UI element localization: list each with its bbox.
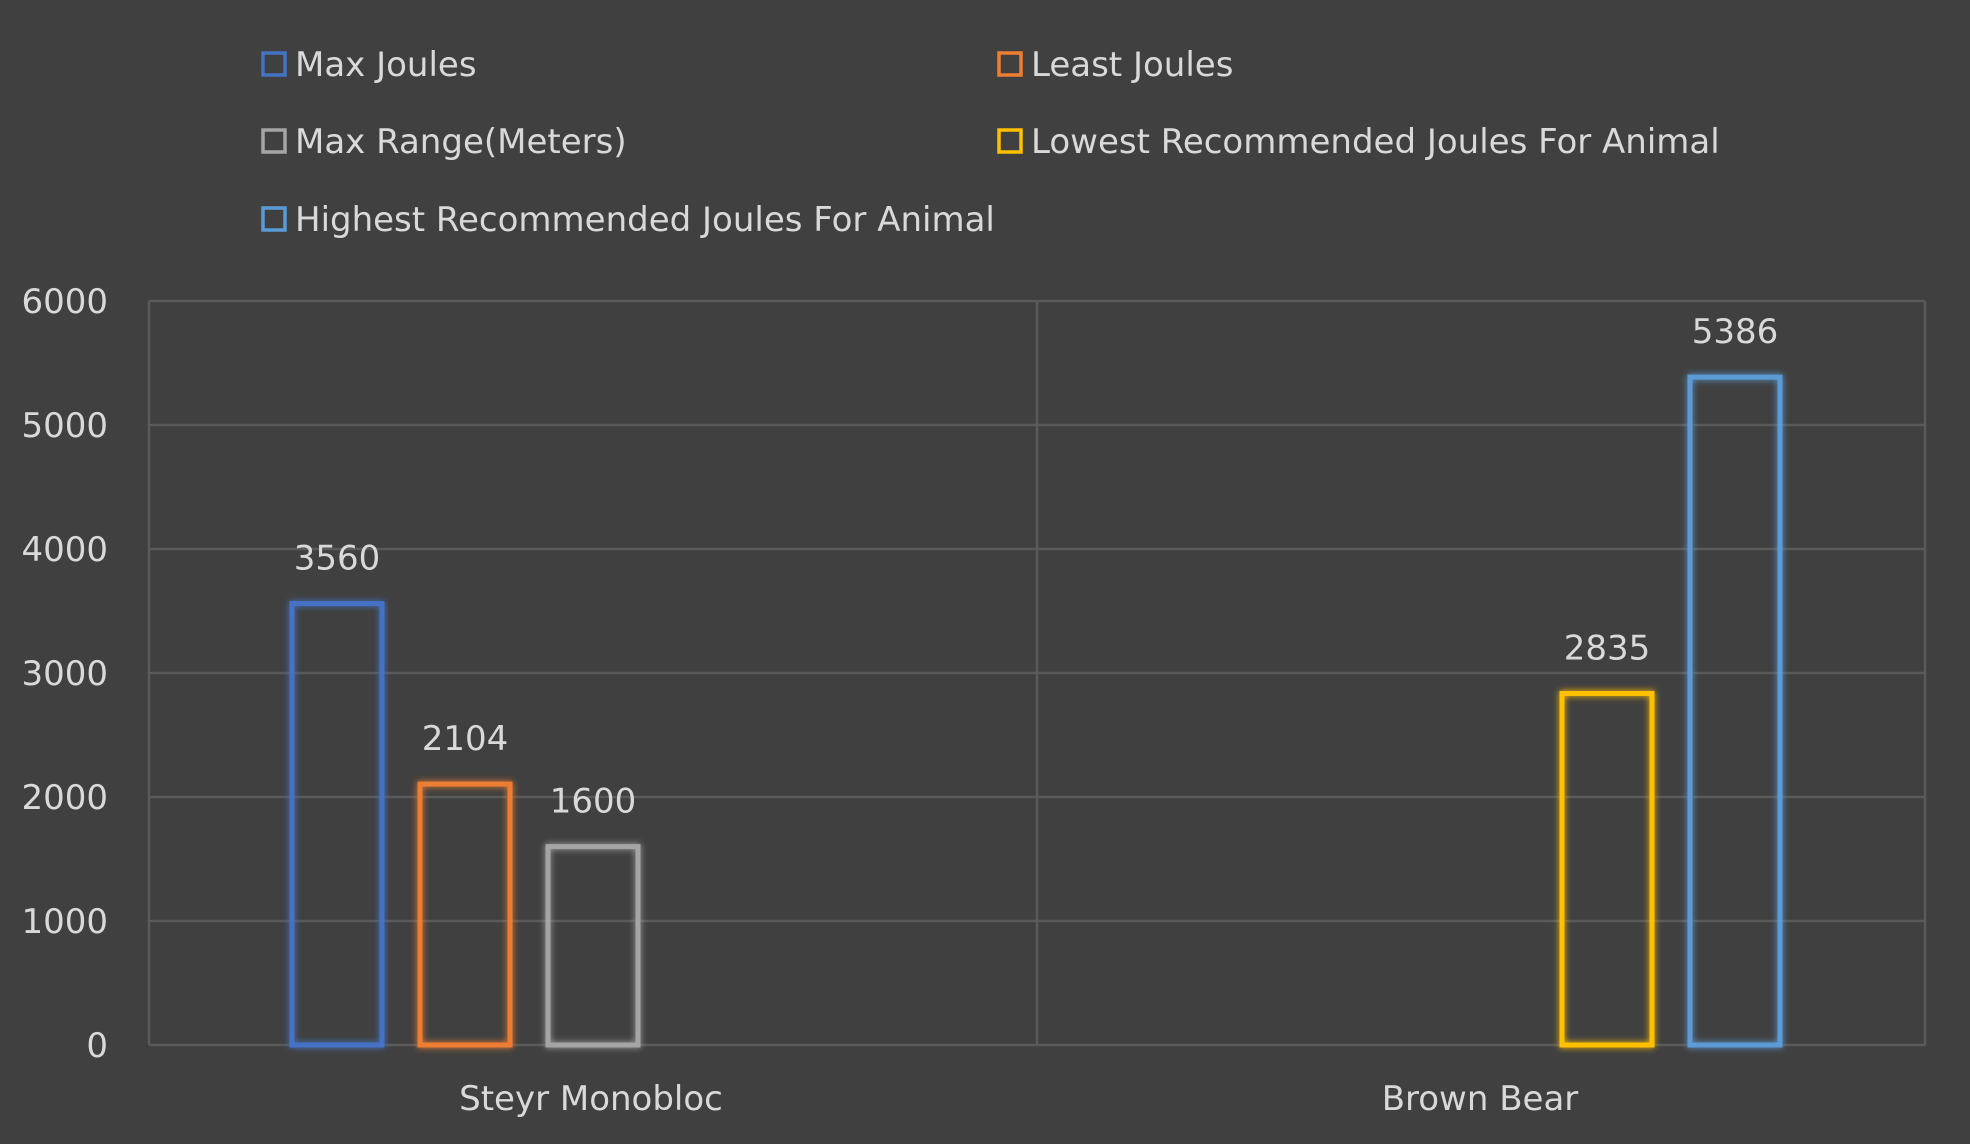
legend-item-max-range-meters: Max Range(Meters) [261, 122, 627, 162]
bar-steyr-monobloc-max-range-meters [545, 844, 641, 1048]
y-tick-label-6000: 6000 [21, 282, 108, 322]
legend-swatch-least-joules [997, 51, 1023, 77]
y-tick-label-3000: 3000 [21, 654, 108, 694]
legend-item-max-joules: Max Joules [261, 45, 477, 85]
legend-label-highest-recommended-joules-for-animal: Highest Recommended Joules For Animal [295, 200, 995, 240]
legend-swatch-highest-recommended-joules-for-animal [261, 206, 287, 232]
y-axis: 0 1000 2000 3000 4000 5000 6000 [21, 282, 108, 1066]
bars [289, 374, 1783, 1048]
y-tick-label-1000: 1000 [21, 902, 108, 942]
legend: Max Joules Least Joules Max Range(Meters) L… [261, 45, 1720, 240]
bar-brown-bear-lowest-recommended-joules-for-animal [1559, 690, 1655, 1048]
legend-swatch-max-range-meters [261, 128, 287, 154]
legend-label-lowest-recommended-joules-for-animal: Lowest Recommended Joules For Animal [1031, 122, 1720, 162]
bar-steyr-monobloc-least-joules [417, 781, 513, 1048]
y-tick-label-4000: 4000 [21, 530, 108, 570]
data-label-brown-bear-lowest-recommended-joules-for-animal: 2835 [1564, 628, 1651, 668]
y-tick-label-0: 0 [86, 1026, 108, 1066]
legend-swatch-lowest-recommended-joules-for-animal [997, 128, 1023, 154]
y-tick-label-2000: 2000 [21, 778, 108, 818]
y-tick-label-5000: 5000 [21, 406, 108, 446]
legend-item-lowest-recommended-joules-for-animal: Lowest Recommended Joules For Animal [997, 122, 1720, 162]
bar-steyr-monobloc-max-joules [289, 601, 385, 1048]
data-label-steyr-monobloc-max-range-meters: 1600 [550, 782, 637, 822]
x-category-label-steyr-monobloc: Steyr Monobloc [459, 1079, 723, 1119]
data-label-steyr-monobloc-least-joules: 2104 [422, 719, 509, 759]
data-labels: 3560 2104 1600 2835 5386 [294, 312, 1779, 821]
legend-item-highest-recommended-joules-for-animal: Highest Recommended Joules For Animal [261, 200, 995, 240]
data-label-brown-bear-highest-recommended-joules-for-animal: 5386 [1692, 312, 1779, 352]
legend-label-max-range-meters: Max Range(Meters) [295, 122, 627, 162]
legend-item-least-joules: Least Joules [997, 45, 1233, 85]
x-axis: Steyr Monobloc Brown Bear [459, 1079, 1578, 1119]
x-category-label-brown-bear: Brown Bear [1382, 1079, 1579, 1119]
legend-label-max-joules: Max Joules [295, 45, 477, 85]
legend-label-least-joules: Least Joules [1031, 45, 1233, 85]
bar-brown-bear-highest-recommended-joules-for-animal [1687, 374, 1783, 1048]
data-label-steyr-monobloc-max-joules: 3560 [294, 539, 381, 579]
legend-swatch-max-joules [261, 51, 287, 77]
